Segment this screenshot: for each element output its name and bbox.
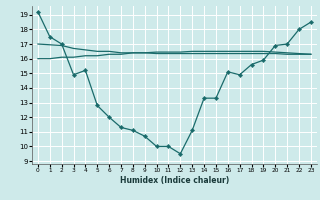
X-axis label: Humidex (Indice chaleur): Humidex (Indice chaleur) [120,176,229,185]
